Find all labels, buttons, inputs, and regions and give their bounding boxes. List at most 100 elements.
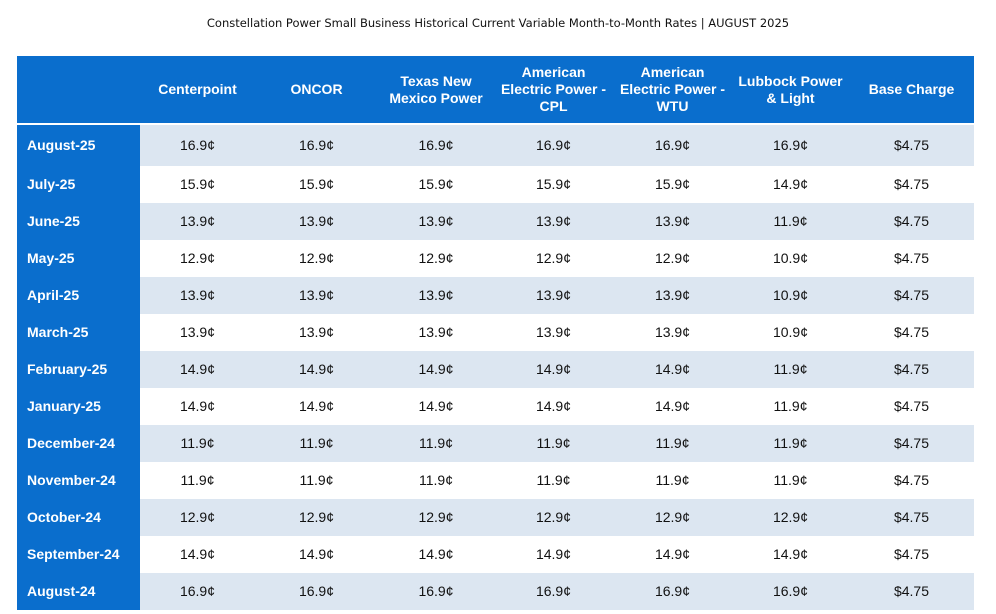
rate-cell-centerpoint: 16.9¢ bbox=[140, 572, 255, 610]
row-month-label: February-25 bbox=[17, 350, 140, 388]
rate-cell-aep-cpl: 13.9¢ bbox=[494, 202, 613, 240]
column-header-aep-wtu: American Electric Power - WTU bbox=[613, 56, 732, 124]
rate-cell-centerpoint: 12.9¢ bbox=[140, 498, 255, 536]
rate-cell-tnmp: 12.9¢ bbox=[378, 498, 494, 536]
rate-cell-aep-cpl: 14.9¢ bbox=[494, 535, 613, 573]
rate-cell-lubbock: 11.9¢ bbox=[732, 202, 849, 240]
table-row: April-25 13.9¢ 13.9¢ 13.9¢ 13.9¢ 13.9¢ 10.9¢ $4… bbox=[17, 276, 974, 314]
table-row: August-24 16.9¢ 16.9¢ 16.9¢ 16.9¢ 16.9¢ 16.9¢ $… bbox=[17, 572, 974, 610]
table-row: November-24 11.9¢ 11.9¢ 11.9¢ 11.9¢ 11.9¢ 11.9… bbox=[17, 461, 974, 499]
rate-cell-tnmp: 11.9¢ bbox=[378, 424, 494, 462]
rates-table: Centerpoint ONCOR Texas New Mexico Power… bbox=[17, 56, 974, 610]
rate-cell-aep-cpl: 12.9¢ bbox=[494, 498, 613, 536]
rate-cell-oncor: 14.9¢ bbox=[255, 387, 378, 425]
rate-cell-tnmp: 16.9¢ bbox=[378, 122, 494, 166]
rate-cell-oncor: 16.9¢ bbox=[255, 572, 378, 610]
rate-cell-centerpoint: 14.9¢ bbox=[140, 535, 255, 573]
rate-cell-aep-wtu: 13.9¢ bbox=[613, 202, 732, 240]
table-row: May-25 12.9¢ 12.9¢ 12.9¢ 12.9¢ 12.9¢ 10.9¢ $4.7… bbox=[17, 239, 974, 277]
table-row: October-24 12.9¢ 12.9¢ 12.9¢ 12.9¢ 12.9¢ 12.9¢… bbox=[17, 498, 974, 536]
rate-cell-aep-wtu: 13.9¢ bbox=[613, 276, 732, 314]
table-row: January-25 14.9¢ 14.9¢ 14.9¢ 14.9¢ 14.9¢ 11.9¢… bbox=[17, 387, 974, 425]
rate-cell-tnmp: 14.9¢ bbox=[378, 535, 494, 573]
row-month-label: June-25 bbox=[17, 202, 140, 240]
rate-cell-base-charge: $4.75 bbox=[849, 498, 974, 536]
table-row: March-25 13.9¢ 13.9¢ 13.9¢ 13.9¢ 13.9¢ 10.9¢ $4… bbox=[17, 313, 974, 351]
rate-cell-lubbock: 16.9¢ bbox=[732, 572, 849, 610]
row-month-label: January-25 bbox=[17, 387, 140, 425]
row-month-label: April-25 bbox=[17, 276, 140, 314]
column-header-centerpoint: Centerpoint bbox=[140, 56, 255, 124]
rate-cell-centerpoint: 13.9¢ bbox=[140, 202, 255, 240]
rate-cell-centerpoint: 14.9¢ bbox=[140, 350, 255, 388]
row-month-label: July-25 bbox=[17, 165, 140, 203]
page-title: Constellation Power Small Business Histo… bbox=[206, 16, 790, 30]
rate-cell-lubbock: 10.9¢ bbox=[732, 313, 849, 351]
rate-cell-tnmp: 11.9¢ bbox=[378, 461, 494, 499]
rate-cell-oncor: 15.9¢ bbox=[255, 165, 378, 203]
rate-cell-base-charge: $4.75 bbox=[849, 424, 974, 462]
rate-cell-aep-cpl: 12.9¢ bbox=[494, 239, 613, 277]
rate-cell-base-charge: $4.75 bbox=[849, 461, 974, 499]
rate-cell-aep-wtu: 13.9¢ bbox=[613, 313, 732, 351]
rate-cell-lubbock: 11.9¢ bbox=[732, 387, 849, 425]
rate-cell-oncor: 13.9¢ bbox=[255, 202, 378, 240]
column-header-aep-cpl: American Electric Power - CPL bbox=[494, 56, 613, 124]
table-row: June-25 13.9¢ 13.9¢ 13.9¢ 13.9¢ 13.9¢ 11.9¢ $4.… bbox=[17, 202, 974, 240]
rate-cell-aep-wtu: 12.9¢ bbox=[613, 498, 732, 536]
row-month-label: December-24 bbox=[17, 424, 140, 462]
rate-cell-aep-wtu: 16.9¢ bbox=[613, 122, 732, 166]
rate-cell-centerpoint: 11.9¢ bbox=[140, 461, 255, 499]
rate-cell-oncor: 13.9¢ bbox=[255, 313, 378, 351]
column-header-oncor: ONCOR bbox=[255, 56, 378, 124]
rate-cell-centerpoint: 13.9¢ bbox=[140, 313, 255, 351]
rate-cell-aep-cpl: 16.9¢ bbox=[494, 572, 613, 610]
rate-cell-base-charge: $4.75 bbox=[849, 165, 974, 203]
rate-cell-lubbock: 11.9¢ bbox=[732, 424, 849, 462]
rate-cell-oncor: 14.9¢ bbox=[255, 535, 378, 573]
rate-cell-centerpoint: 14.9¢ bbox=[140, 387, 255, 425]
row-month-label: August-24 bbox=[17, 572, 140, 610]
rate-cell-aep-cpl: 16.9¢ bbox=[494, 122, 613, 166]
rate-cell-aep-wtu: 15.9¢ bbox=[613, 165, 732, 203]
rate-cell-lubbock: 10.9¢ bbox=[732, 239, 849, 277]
rate-cell-aep-cpl: 11.9¢ bbox=[494, 461, 613, 499]
rate-cell-aep-wtu: 14.9¢ bbox=[613, 350, 732, 388]
rate-cell-aep-cpl: 11.9¢ bbox=[494, 424, 613, 462]
rate-cell-aep-wtu: 14.9¢ bbox=[613, 387, 732, 425]
rate-cell-aep-wtu: 14.9¢ bbox=[613, 535, 732, 573]
rate-cell-base-charge: $4.75 bbox=[849, 535, 974, 573]
table-row: August-25 16.9¢ 16.9¢ 16.9¢ 16.9¢ 16.9¢ 16.9¢ $… bbox=[17, 122, 974, 166]
row-month-label: September-24 bbox=[17, 535, 140, 573]
row-month-label: November-24 bbox=[17, 461, 140, 499]
rate-cell-tnmp: 12.9¢ bbox=[378, 239, 494, 277]
rate-cell-centerpoint: 13.9¢ bbox=[140, 276, 255, 314]
rate-cell-tnmp: 14.9¢ bbox=[378, 387, 494, 425]
rate-cell-oncor: 11.9¢ bbox=[255, 461, 378, 499]
rate-cell-tnmp: 16.9¢ bbox=[378, 572, 494, 610]
rate-cell-base-charge: $4.75 bbox=[849, 276, 974, 314]
rate-cell-aep-wtu: 16.9¢ bbox=[613, 572, 732, 610]
rate-cell-base-charge: $4.75 bbox=[849, 572, 974, 610]
rate-cell-aep-wtu: 11.9¢ bbox=[613, 461, 732, 499]
rate-cell-lubbock: 14.9¢ bbox=[732, 165, 849, 203]
header-row: Centerpoint ONCOR Texas New Mexico Power… bbox=[17, 56, 974, 124]
rate-cell-lubbock: 11.9¢ bbox=[732, 350, 849, 388]
rate-cell-aep-cpl: 14.9¢ bbox=[494, 350, 613, 388]
rate-cell-aep-wtu: 11.9¢ bbox=[613, 424, 732, 462]
rate-cell-tnmp: 13.9¢ bbox=[378, 313, 494, 351]
rate-cell-lubbock: 12.9¢ bbox=[732, 498, 849, 536]
column-header-lubbock: Lubbock Power & Light bbox=[732, 56, 849, 124]
column-header-base-charge: Base Charge bbox=[849, 56, 974, 124]
rate-cell-base-charge: $4.75 bbox=[849, 239, 974, 277]
row-month-label: August-25 bbox=[17, 122, 140, 166]
rate-cell-aep-cpl: 13.9¢ bbox=[494, 276, 613, 314]
rate-cell-oncor: 14.9¢ bbox=[255, 350, 378, 388]
rate-cell-centerpoint: 12.9¢ bbox=[140, 239, 255, 277]
rate-cell-centerpoint: 16.9¢ bbox=[140, 122, 255, 166]
rate-cell-aep-cpl: 13.9¢ bbox=[494, 313, 613, 351]
rate-cell-oncor: 11.9¢ bbox=[255, 424, 378, 462]
rate-cell-lubbock: 14.9¢ bbox=[732, 535, 849, 573]
rate-cell-lubbock: 10.9¢ bbox=[732, 276, 849, 314]
rate-cell-aep-wtu: 12.9¢ bbox=[613, 239, 732, 277]
